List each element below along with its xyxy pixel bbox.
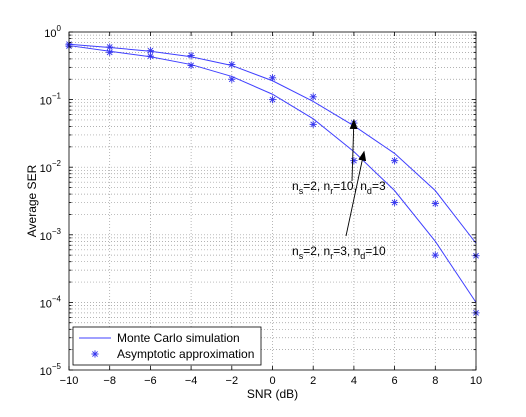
asterisk-stroke (310, 121, 317, 128)
x-tick-label: 6 (392, 375, 398, 387)
asymptotic-marker-lower (391, 198, 399, 207)
y-tick-exponent: −2 (52, 159, 62, 168)
x-tick-label: 8 (432, 375, 438, 387)
y-tick-base: 10 (40, 231, 52, 243)
tick-labels: −10 −8 −6 −4 −2 0 2 4 6 8 1010010−110−210−310−410−… (40, 24, 483, 387)
annotation-text: n (292, 244, 299, 258)
legend-label: Monte Carlo simulation (117, 331, 240, 345)
asterisk-stroke (92, 351, 98, 357)
asymptotic-marker-upper (268, 74, 277, 82)
asymptotic-marker-upper (391, 157, 399, 165)
legend: Monte Carlo simulation Asymptotic approxi… (72, 326, 262, 366)
asymptotic-marker-upper (309, 93, 317, 101)
x-tick-label: 2 (310, 375, 316, 387)
y-tick-base: 10 (40, 96, 52, 108)
x-tick-label: −6 (144, 375, 157, 387)
y-tick-exponent: −3 (52, 227, 62, 236)
x-tick-label: −4 (185, 375, 198, 387)
asterisk-stroke (228, 76, 235, 83)
annotation-text: =2, n (303, 179, 330, 193)
x-tick-label: 4 (351, 375, 357, 387)
x-tick-label: 10 (470, 375, 482, 387)
annotation-arrow-upper (349, 118, 358, 182)
asymptotic-marker-lower (350, 157, 358, 165)
y-tick-base: 10 (40, 298, 52, 310)
annotation-subscript: s (299, 186, 304, 196)
annotations: ns=2, nr=10, nd=3ns=2, nr=3, nd=10 (292, 118, 386, 261)
annotation-text: =10 (365, 244, 386, 258)
asymptotic-marker-lower (228, 75, 236, 83)
asterisk-stroke (269, 74, 276, 81)
asymptotic-marker-lower (106, 48, 114, 56)
annotation-subscript: s (299, 251, 304, 261)
asymptotic-marker-upper (431, 199, 439, 208)
asterisk-stroke (228, 61, 235, 68)
legend-label: Asymptotic approximation (117, 347, 254, 361)
asterisk-stroke (391, 157, 398, 164)
annotation-text: =3 (372, 179, 386, 193)
y-tick-label: 100 (44, 24, 61, 40)
simulation-line-lower (68, 45, 477, 303)
axes (68, 31, 477, 371)
annotation-text: =2, n (303, 244, 330, 258)
asterisk-stroke (147, 53, 154, 60)
asterisk-stroke (310, 93, 317, 100)
asterisk-stroke (147, 47, 154, 54)
annotation-subscript: r (330, 186, 333, 196)
asterisk-stroke (432, 252, 439, 259)
annotation-subscript: d (367, 186, 372, 196)
asymptotic-marker-lower (146, 52, 154, 60)
legend-box (72, 326, 262, 366)
annotation-subscript: r (330, 251, 333, 261)
y-tick-label: 10−4 (40, 294, 62, 310)
y-tick-label: 10−3 (40, 227, 62, 243)
asterisk-stroke (106, 49, 113, 56)
y-axis-label: Average SER (25, 164, 39, 237)
asterisk-stroke (106, 44, 113, 50)
y-tick-base: 10 (44, 28, 56, 40)
x-tick-label: −10 (60, 375, 79, 387)
annotation-label-lower: ns=2, nr=3, nd=10 (292, 244, 386, 261)
x-axis-label: SNR (dB) (247, 387, 298, 401)
y-tick-label: 10−5 (40, 362, 62, 378)
annotation-text: =10, n (333, 179, 367, 193)
legend-asterisk-swatch (91, 350, 99, 358)
asterisk-stroke (432, 200, 439, 207)
asterisk-stroke (391, 199, 398, 206)
y-tick-exponent: −4 (52, 294, 62, 303)
asymptotic-marker-lower (187, 61, 195, 70)
annotation-arrow-lower (345, 150, 367, 237)
asymptotic-marker-upper (187, 51, 195, 60)
asymptotic-marker-lower (431, 251, 439, 259)
y-tick-exponent: −5 (52, 362, 62, 371)
annotation-text: =3, n (333, 244, 360, 258)
asymptotic-marker-upper (146, 47, 154, 55)
y-tick-base: 10 (40, 163, 52, 175)
y-tick-label: 10−1 (40, 92, 62, 108)
y-tick-label: 10−2 (40, 159, 62, 175)
asterisk-stroke (188, 62, 195, 69)
asymptotic-marker-lower (309, 120, 317, 128)
y-tick-exponent: 0 (57, 24, 62, 33)
asymptotic-marker-upper (228, 60, 236, 69)
annotation-subscript: d (360, 251, 365, 261)
asterisk-stroke (269, 96, 276, 103)
y-tick-base: 10 (40, 366, 52, 378)
x-tick-label: −2 (226, 375, 239, 387)
annotation-text: n (292, 179, 299, 193)
y-tick-exponent: −1 (52, 92, 62, 101)
asterisk-stroke (188, 52, 195, 59)
annotation-label-upper: ns=2, nr=10, nd=3 (292, 179, 386, 196)
x-tick-label: −8 (103, 375, 116, 387)
x-tick-label: 0 (269, 375, 275, 387)
asymptotic-marker-lower (268, 96, 277, 104)
